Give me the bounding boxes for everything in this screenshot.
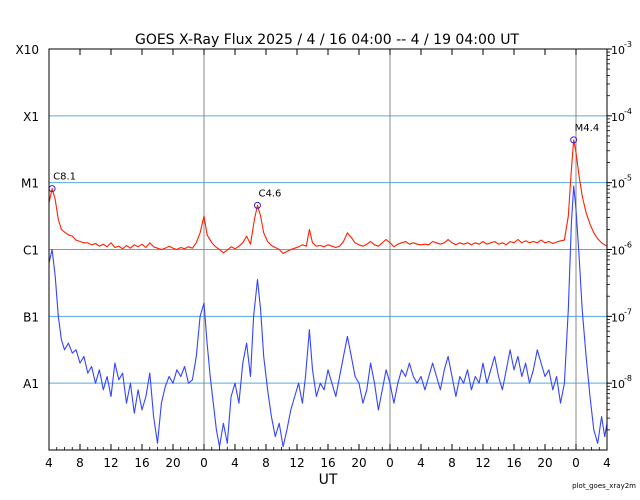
x-tick-label: 0 (572, 456, 580, 470)
flux-label-base: 10 (611, 245, 625, 258)
flux-label-base: 10 (611, 311, 625, 324)
x-tick-label: 16 (506, 456, 521, 470)
flux-label-exp: -3 (624, 40, 632, 49)
flux-axis-labels: 10-310-410-510-610-710-8 (607, 40, 632, 431)
chart-title: GOES X-Ray Flux 2025 / 4 / 16 04:00 -- 4… (135, 32, 519, 48)
x-tick-label: 4 (603, 456, 611, 470)
series-line-short (48, 185, 608, 448)
x-tick-label: 8 (448, 456, 456, 470)
flare-label: C8.1 (53, 172, 76, 183)
flux-label-base: 10 (611, 178, 625, 191)
x-axis-title: UT (319, 472, 338, 488)
flux-label-base: 10 (611, 378, 625, 391)
flux-label-base: 10 (611, 111, 625, 124)
x-tick-label: 0 (386, 456, 394, 470)
flare-marker (253, 201, 261, 209)
flux-label-exp: -7 (624, 307, 632, 316)
x-tick-label: 20 (351, 456, 366, 470)
series-line-long (48, 139, 608, 255)
x-tick-label: 16 (320, 456, 335, 470)
x-tick-label: 12 (475, 456, 490, 470)
flux-label-exp: -4 (624, 107, 632, 116)
class-label: X1 (23, 110, 39, 124)
credit-label: plot_goes_xray2m (572, 482, 636, 490)
class-label: B1 (23, 310, 39, 324)
x-tick-label: 12 (289, 456, 304, 470)
x-tick-label: 4 (417, 456, 425, 470)
flux-label-exp: -6 (624, 241, 632, 250)
class-label: X10 (16, 43, 40, 57)
x-tick-label: 0 (200, 456, 208, 470)
class-label: M1 (21, 177, 39, 191)
x-tick-label: 20 (537, 456, 552, 470)
flux-label-base: 10 (611, 44, 625, 57)
x-axis-ticks: 4 8 12 16 20 0 4 8 12 16 20 0 4 8 12 16 20 0 4 (45, 49, 611, 470)
class-label: C1 (23, 244, 39, 258)
class-axis-labels: A1 B1 C1 M1 X1 X10 (16, 43, 40, 391)
x-tick-label: 8 (76, 456, 84, 470)
x-tick-label: 16 (134, 456, 149, 470)
x-tick-label: 12 (103, 456, 118, 470)
x-tick-label: 4 (45, 456, 53, 470)
x-tick-label: 4 (231, 456, 239, 470)
class-label: A1 (23, 377, 39, 391)
x-tick-label: 20 (165, 456, 180, 470)
flare-label: M4.4 (575, 123, 600, 134)
flux-label-exp: -8 (624, 374, 632, 383)
flux-label-exp: -5 (624, 174, 632, 183)
flare-label: C4.6 (258, 188, 281, 199)
flare-marker (570, 136, 578, 144)
series-group (48, 139, 608, 448)
x-tick-label: 8 (262, 456, 270, 470)
